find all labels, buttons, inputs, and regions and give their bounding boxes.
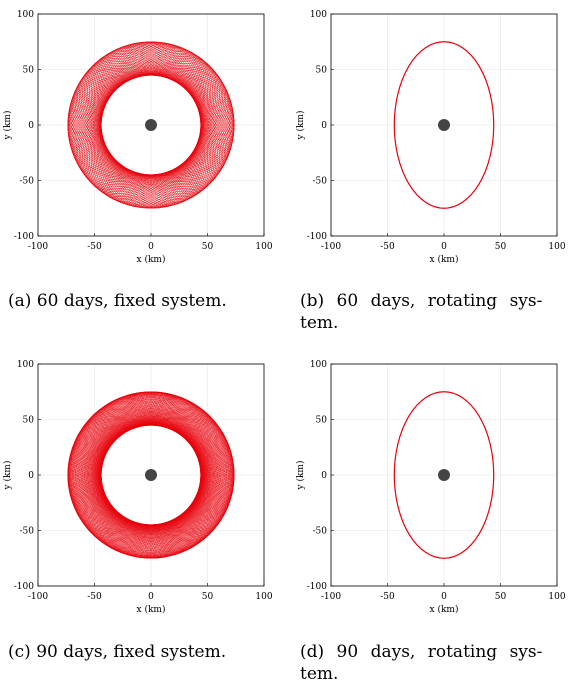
x-tick-label-4: 100 <box>255 242 272 252</box>
y-tick-label-0: -100 <box>307 232 327 242</box>
x-tick-label-0: -100 <box>321 592 341 602</box>
x-tick-label-1: -50 <box>380 592 395 602</box>
chart-b: -100 -50 0 50 100 -100 -50 0 50 100 x (km) y (km) <box>295 10 566 265</box>
central-body <box>438 119 450 131</box>
y-tick-label-4: 100 <box>17 360 34 370</box>
y-tick-label-0: -100 <box>14 232 34 242</box>
x-tick-label-2: 0 <box>441 242 447 252</box>
x-tick-label-4: 100 <box>548 592 565 602</box>
y-tick-label-2: 0 <box>28 471 34 481</box>
chart-panel-d: -100 -50 0 50 100 -100 -50 0 50 100 x (km) y (km) <box>293 350 578 635</box>
y-tick-label-4: 100 <box>310 10 327 20</box>
y-tick-label-1: -50 <box>20 177 35 187</box>
x-axis-label: x (km) <box>137 604 166 615</box>
orbit-loop-59 <box>100 41 202 209</box>
chart-panel-b: -100 -50 0 50 100 -100 -50 0 50 100 x (km) y (km) <box>293 0 578 285</box>
x-tick-label-2: 0 <box>148 242 154 252</box>
caption-d: (d) 90 days, rotating sys- tem. <box>300 641 542 685</box>
caption-c-text: (c) 90 days, fixed system. <box>8 642 227 662</box>
y-tick-label-3: 50 <box>23 66 35 76</box>
central-body <box>145 469 157 481</box>
caption-b: (b) 60 days, rotating sys- tem. <box>300 290 542 334</box>
x-tick-label-1: -50 <box>380 242 395 252</box>
y-tick-label-1: -50 <box>313 527 328 537</box>
caption-a: (a) 60 days, fixed system. <box>8 290 227 312</box>
x-tick-label-1: -50 <box>87 592 102 602</box>
y-tick-label-1: -50 <box>20 527 35 537</box>
x-tick-label-0: -100 <box>28 592 48 602</box>
orbit-loop-89 <box>100 391 202 559</box>
x-tick-label-1: -50 <box>87 242 102 252</box>
x-tick-label-0: -100 <box>321 242 341 252</box>
y-tick-label-3: 50 <box>316 66 328 76</box>
trajectory-c <box>67 391 235 559</box>
x-tick-label-3: 50 <box>202 592 214 602</box>
y-tick-label-2: 0 <box>28 121 34 131</box>
trajectory-b <box>393 41 495 209</box>
y-axis-label: y (km) <box>295 111 306 141</box>
y-axis-label: y (km) <box>2 461 13 491</box>
caption-d-line2: tem. <box>300 664 339 684</box>
x-tick-label-3: 50 <box>202 242 214 252</box>
caption-b-line1: (b) 60 days, rotating sys- <box>300 291 543 311</box>
y-axis-label: y (km) <box>295 461 306 491</box>
y-tick-label-0: -100 <box>14 582 34 592</box>
orbit-ellipse <box>393 391 495 559</box>
y-tick-label-4: 100 <box>17 10 34 20</box>
x-axis-label: x (km) <box>137 254 166 265</box>
caption-b-line2: tem. <box>300 313 339 333</box>
trajectory-d <box>393 391 495 559</box>
chart-panel-a: -100 -50 0 50 100 -100 -50 0 50 100 x (km) y (km) <box>0 0 285 285</box>
x-tick-label-2: 0 <box>441 592 447 602</box>
y-tick-label-1: -50 <box>313 177 328 187</box>
central-body <box>145 119 157 131</box>
x-tick-label-3: 50 <box>495 242 507 252</box>
x-axis-label: x (km) <box>430 254 459 265</box>
chart-a: -100 -50 0 50 100 -100 -50 0 50 100 x (km) y (km) <box>2 10 273 265</box>
caption-d-line1: (d) 90 days, rotating sys- <box>300 642 543 662</box>
caption-a-text: (a) 60 days, fixed system. <box>8 291 227 311</box>
caption-c: (c) 90 days, fixed system. <box>8 641 226 663</box>
x-tick-label-3: 50 <box>495 592 507 602</box>
x-axis-label: x (km) <box>430 604 459 615</box>
x-tick-label-4: 100 <box>548 242 565 252</box>
x-tick-label-0: -100 <box>28 242 48 252</box>
y-tick-label-3: 50 <box>316 416 328 426</box>
central-body <box>438 469 450 481</box>
y-tick-label-0: -100 <box>307 582 327 592</box>
y-tick-label-3: 50 <box>23 416 35 426</box>
x-tick-label-2: 0 <box>148 592 154 602</box>
y-tick-label-2: 0 <box>321 471 327 481</box>
y-axis-label: y (km) <box>2 111 13 141</box>
trajectory-a <box>67 41 235 209</box>
y-tick-label-4: 100 <box>310 360 327 370</box>
y-tick-label-2: 0 <box>321 121 327 131</box>
x-tick-label-4: 100 <box>255 592 272 602</box>
chart-panel-c: -100 -50 0 50 100 -100 -50 0 50 100 x (km) y (km) <box>0 350 285 635</box>
chart-c: -100 -50 0 50 100 -100 -50 0 50 100 x (km) y (km) <box>2 360 273 615</box>
chart-d: -100 -50 0 50 100 -100 -50 0 50 100 x (km) y (km) <box>295 360 566 615</box>
orbit-ellipse <box>393 41 495 209</box>
